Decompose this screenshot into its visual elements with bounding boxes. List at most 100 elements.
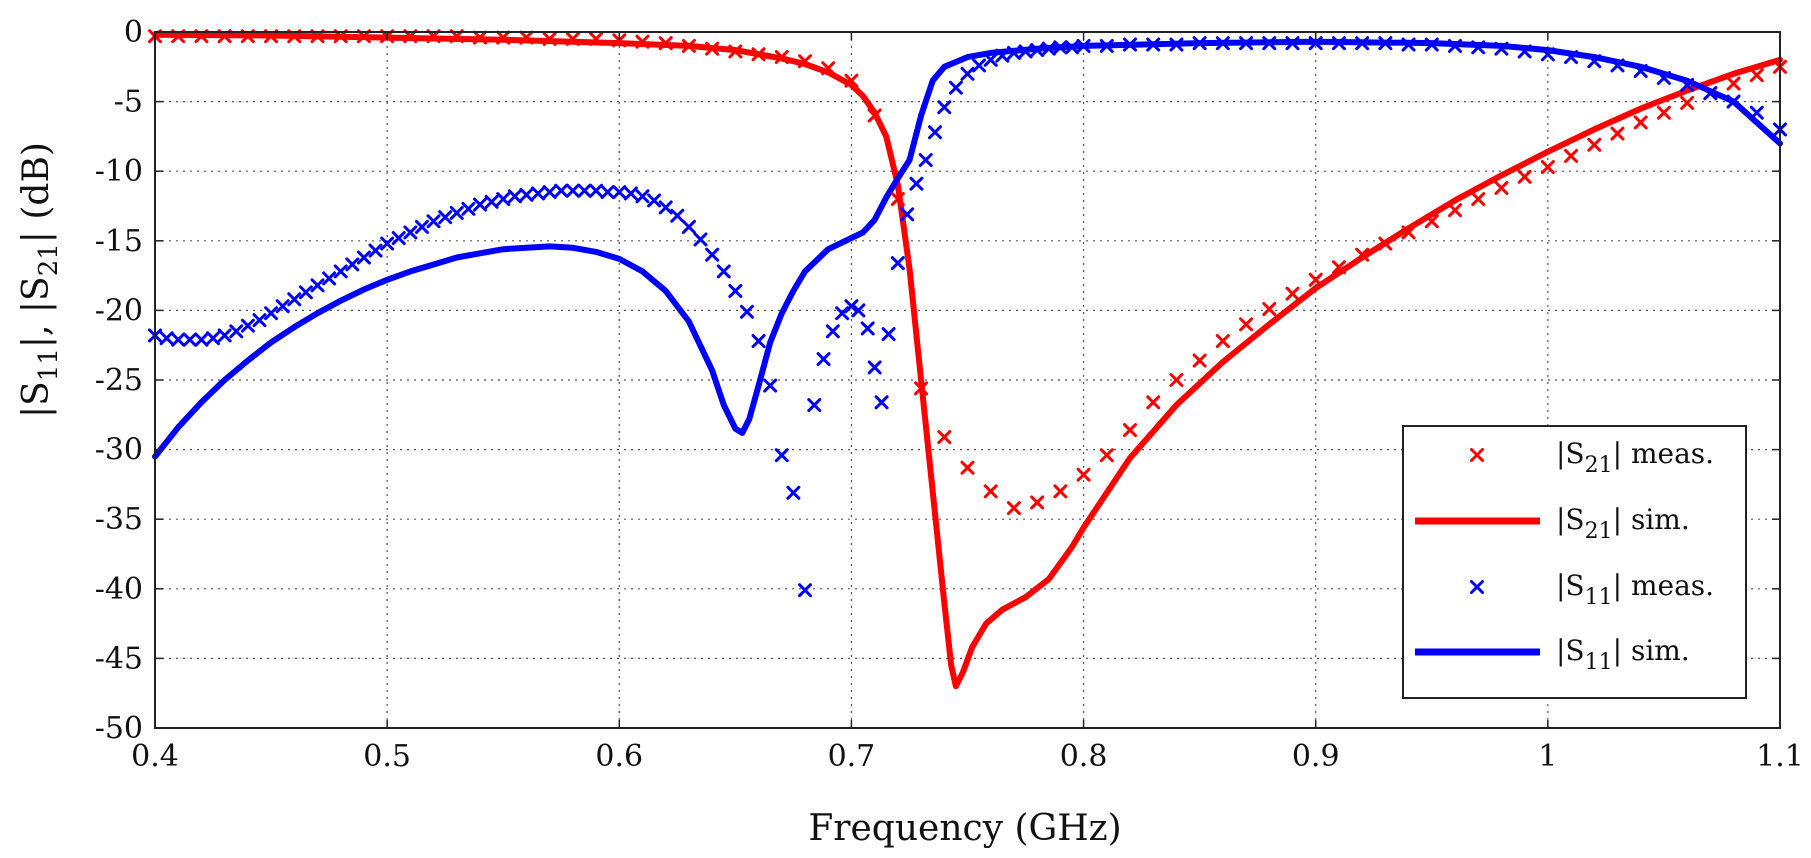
s11-meas-point: [1564, 50, 1579, 65]
s11-meas-point: [380, 236, 395, 251]
y-tick-label: -15: [95, 224, 143, 259]
x-tick-label: 0.5: [363, 739, 411, 774]
s11-meas-point: [438, 210, 453, 225]
s21-meas-point: [681, 38, 696, 53]
s11-meas-point: [298, 285, 313, 300]
s21-meas-point: [1656, 105, 1671, 120]
s11-meas-point: [182, 332, 197, 347]
s21-meas-point: [774, 50, 789, 65]
s11-meas-markers: [148, 36, 1787, 598]
y-tick-label: 0: [124, 15, 143, 50]
s21-meas-point: [1610, 126, 1625, 141]
s11-meas-point: [1041, 41, 1056, 56]
s11-meas-point: [693, 232, 708, 247]
s11-meas-point: [798, 583, 812, 598]
s21-meas-point: [1355, 247, 1370, 262]
s21-meas-point: [798, 54, 812, 69]
s11-meas-point: [229, 324, 244, 339]
s11-meas-point: [194, 332, 209, 347]
s21-meas-point: [1471, 192, 1486, 207]
s21-meas-point: [937, 430, 952, 445]
s11-meas-point: [1656, 70, 1671, 85]
s11-meas-point: [1192, 36, 1207, 51]
s11-meas-point: [1076, 38, 1091, 53]
s11-meas-point: [1355, 36, 1370, 51]
s11-meas-point: [519, 187, 534, 202]
y-label-sub-a: 11: [34, 348, 64, 381]
s11-meas-point: [658, 200, 673, 215]
s11-meas-point: [860, 321, 875, 336]
s11-meas-point: [206, 331, 221, 346]
s11-meas-point: [1285, 36, 1300, 51]
s21-meas-point: [1517, 169, 1532, 184]
s21-meas-point: [1308, 272, 1323, 287]
legend-label-s11-meas: |S11| meas.: [1556, 569, 1714, 610]
s21-meas-point: [1076, 467, 1091, 482]
y-tick-label: -20: [95, 293, 143, 328]
s11-meas-point: [531, 186, 546, 201]
s11-meas-point: [960, 66, 975, 81]
s21-meas-point: [1262, 302, 1277, 317]
s11-meas-point: [928, 125, 942, 140]
s11-meas-point: [542, 185, 557, 200]
x-tick-label: 0.6: [595, 739, 643, 774]
s11-meas-point: [1262, 36, 1277, 51]
s21-meas-point: [728, 44, 743, 59]
s11-meas-point: [414, 219, 429, 234]
s11-meas-point: [368, 243, 383, 258]
s11-meas-point: [1494, 41, 1509, 56]
s11-meas-point: [635, 189, 650, 204]
s11-meas-point: [844, 299, 859, 314]
s11-meas-point: [670, 208, 685, 223]
s11-meas-point: [1424, 37, 1439, 52]
s11-meas-point: [565, 183, 580, 198]
s11-meas-point: [589, 183, 604, 198]
s11-meas-point: [1018, 44, 1033, 59]
s21-meas-point: [496, 30, 511, 45]
s21-meas-point: [1030, 495, 1045, 510]
legend-label-s21-meas: |S21| meas.: [1556, 437, 1714, 478]
s11-meas-point: [159, 331, 174, 346]
s11-meas-point: [484, 194, 499, 209]
s11-meas-point: [496, 192, 511, 207]
s21-meas-point: [1331, 260, 1346, 275]
s21-meas-point: [1006, 501, 1021, 516]
s21-meas-point: [1169, 373, 1184, 387]
s21-meas-point: [1587, 137, 1602, 152]
s11-sim-line: [152, 38, 1783, 460]
s11-meas-point: [461, 201, 476, 216]
s11-meas-point: [774, 448, 789, 463]
s11-meas-point: [1540, 47, 1555, 62]
s11-meas-point: [881, 327, 896, 342]
s21-meas-point: [1680, 95, 1695, 110]
s11-meas-point: [1099, 38, 1114, 53]
s21-meas-point: [890, 192, 905, 207]
s21-meas-point: [612, 33, 627, 48]
x-tick-label: 0.7: [828, 739, 876, 774]
s11-meas-point: [1726, 94, 1741, 109]
s11-meas-point: [1448, 38, 1462, 53]
s21-meas-point: [1749, 68, 1764, 83]
s11-meas-point: [1053, 40, 1068, 55]
s11-meas-point: [577, 183, 592, 198]
y-tick-label: -50: [95, 711, 143, 746]
s11-meas-point: [1308, 36, 1323, 51]
s21-meas-point: [1285, 286, 1300, 301]
s11-meas-point: [995, 48, 1010, 63]
s11-meas-point: [1006, 45, 1021, 60]
s11-meas-point: [972, 58, 987, 73]
s21-meas-point: [1540, 160, 1555, 175]
s11-meas-point: [600, 185, 615, 200]
y-tick-label: -35: [95, 502, 143, 537]
legend: |S21| meas. |S21| sim. |S11| meas. |S11|…: [1402, 425, 1747, 699]
s11-meas-point: [322, 271, 337, 286]
s21-meas-point: [1494, 180, 1509, 195]
s11-meas-point: [287, 292, 302, 307]
legend-label-s11-sim: |S11| sim.: [1556, 634, 1690, 675]
s21-meas-point: [658, 36, 673, 51]
s11-meas-point: [1517, 44, 1532, 59]
legend-symbols: [1415, 448, 1540, 656]
s11-meas-point: [807, 398, 822, 413]
s11-meas-point: [333, 264, 348, 279]
s11-meas-point: [391, 231, 406, 246]
